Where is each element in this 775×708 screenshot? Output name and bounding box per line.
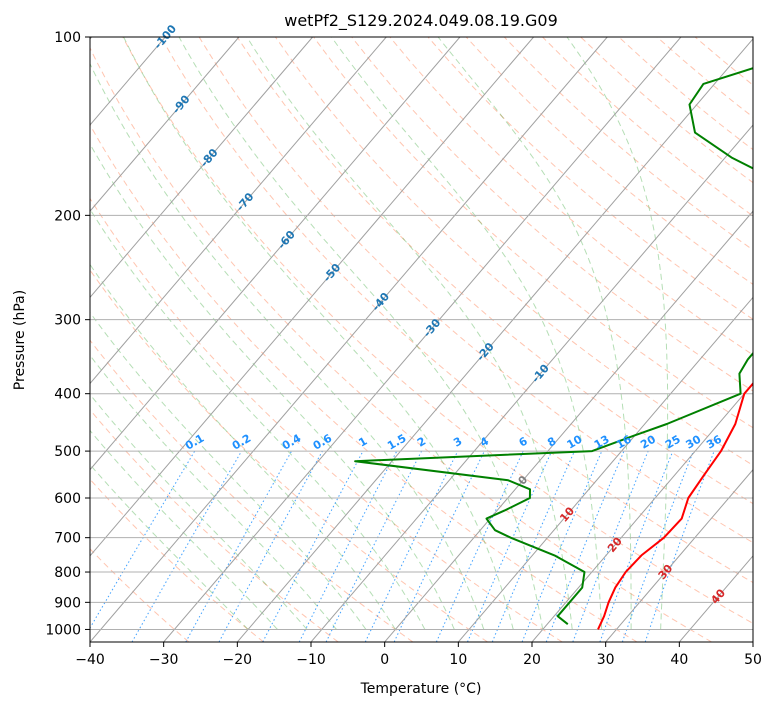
isotherm xyxy=(90,37,387,385)
isotherm xyxy=(90,37,461,471)
mixing-ratio-line xyxy=(621,450,694,642)
isotherm xyxy=(90,37,240,212)
dry-adiabat xyxy=(160,37,753,584)
mixing-ratio-line xyxy=(325,450,423,642)
mixing-ratio-line xyxy=(521,450,603,642)
isotherm xyxy=(90,37,313,299)
plot-frame xyxy=(89,36,754,643)
moist-adiabat xyxy=(90,354,337,630)
x-tick-label: 40 xyxy=(670,652,688,668)
isotherm xyxy=(90,37,608,642)
mixing-ratio-line xyxy=(572,450,649,642)
mixing-ratio-line xyxy=(185,450,293,642)
moist-adiabat xyxy=(90,263,396,630)
dry-adiabat xyxy=(90,269,488,642)
x-tick-label: 50 xyxy=(744,652,762,668)
isotherm xyxy=(457,296,753,642)
isotherm xyxy=(531,382,753,642)
x-tick-label: −30 xyxy=(149,652,179,668)
y-tick-label: 1000 xyxy=(45,622,81,638)
isotherm xyxy=(163,37,682,642)
dry-adiabat xyxy=(122,37,753,624)
x-tick-label: −10 xyxy=(296,652,326,668)
moist-adiabat xyxy=(123,37,514,630)
moist-adiabat xyxy=(566,37,669,630)
dry-adiabat xyxy=(313,37,753,429)
dry-adiabat xyxy=(351,37,753,392)
moist-adiabat xyxy=(178,37,544,630)
moist-adiabat xyxy=(90,142,455,630)
y-tick-label: 100 xyxy=(54,30,81,46)
moist-adiabat xyxy=(437,37,632,630)
moist-adiabat xyxy=(246,37,573,630)
y-tick-label: 600 xyxy=(54,491,81,507)
dry-adiabat xyxy=(236,37,753,505)
x-tick-label: 10 xyxy=(449,652,467,668)
x-tick-label: −20 xyxy=(223,652,253,668)
dry-adiabat xyxy=(198,37,753,544)
isotherm xyxy=(752,641,753,642)
dry-adiabat xyxy=(90,548,190,642)
mixing-ratio-line xyxy=(545,450,625,642)
moist-adiabat xyxy=(90,429,278,630)
x-tick-label: −40 xyxy=(75,652,105,668)
profile-lines xyxy=(354,67,753,630)
mixing-ratio-line xyxy=(262,450,364,642)
moist-adiabat xyxy=(90,393,308,630)
y-tick-label: 500 xyxy=(54,444,81,460)
isotherm xyxy=(605,468,753,642)
x-tick-label: 0 xyxy=(380,652,389,668)
grid-lines xyxy=(90,37,753,642)
dry-adiabat xyxy=(389,37,753,356)
mixing-ratio-line xyxy=(644,450,715,642)
dewpoint-line xyxy=(354,67,753,625)
dry-adiabat xyxy=(90,478,264,642)
isotherm xyxy=(236,38,753,642)
x-tick-label: 30 xyxy=(597,652,615,668)
y-tick-label: 800 xyxy=(54,565,81,581)
moist-adiabat xyxy=(90,463,249,630)
x-axis: −40 −30 −20 −10 0 10 20 30 40 50 xyxy=(75,642,762,668)
y-tick-label: 400 xyxy=(54,387,81,403)
isotherm xyxy=(310,124,753,642)
y-axis: 100 200 300 400 500 600 700 800 900 1000 xyxy=(45,30,90,638)
mixing-ratio-line xyxy=(599,450,674,642)
mixing-ratio-line xyxy=(467,450,553,642)
y-tick-label: 700 xyxy=(54,531,81,547)
background-lines xyxy=(90,37,753,642)
x-tick-label: 20 xyxy=(523,652,541,668)
mixing-ratio-line xyxy=(218,450,323,642)
dry-adiabat xyxy=(90,197,563,642)
moist-adiabat xyxy=(90,62,485,630)
dry-adiabat xyxy=(90,123,638,642)
y-tick-label: 900 xyxy=(54,595,81,611)
moist-adiabat xyxy=(331,37,603,630)
y-tick-label: 200 xyxy=(54,208,81,224)
isotherm xyxy=(384,210,753,642)
dry-adiabat xyxy=(274,37,753,466)
plot-area xyxy=(90,37,753,642)
moist-adiabat xyxy=(90,208,426,630)
chart-title: wetPf2_S129.2024.049.08.19.G09 xyxy=(284,11,558,31)
temperature-line xyxy=(597,381,753,630)
moist-adiabat xyxy=(90,311,367,630)
isotherm xyxy=(90,37,534,557)
y-tick-label: 300 xyxy=(54,313,81,329)
x-axis-title: Temperature (°C) xyxy=(360,681,482,697)
y-axis-title: Pressure (hPa) xyxy=(12,290,28,390)
